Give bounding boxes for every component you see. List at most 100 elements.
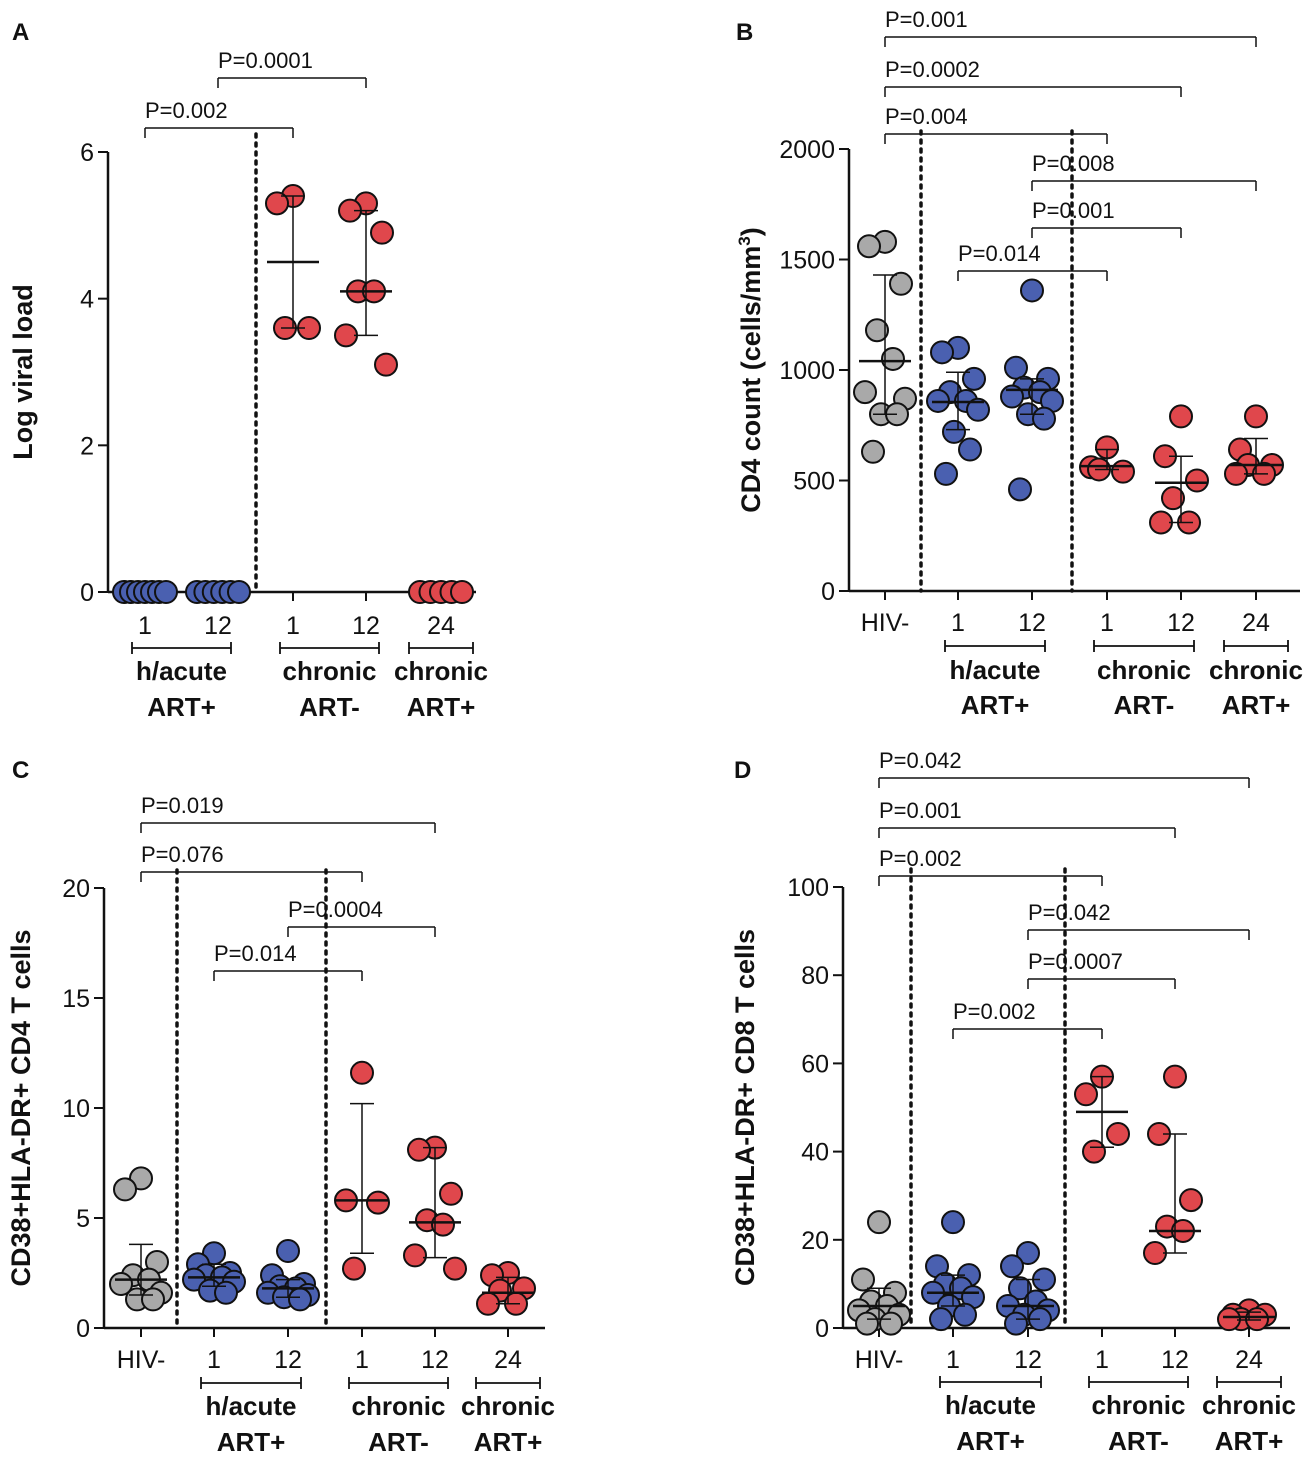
panel-b: B CD4 count (cells/mm3) 0 500 1000 1500 2000 HI… — [735, 7, 1303, 720]
data-point — [966, 397, 990, 422]
data-point — [855, 1311, 879, 1336]
x-tick-label: 12 — [1161, 1346, 1189, 1374]
x-tick-label: 24 — [1235, 1346, 1263, 1374]
x-tick-label: 1 — [286, 612, 300, 640]
data-point — [350, 1060, 374, 1085]
y-tick-label: 20 — [801, 1227, 829, 1255]
pvalue-label: P=0.0002 — [885, 57, 980, 82]
data-point — [929, 1307, 953, 1332]
group-label-line2: ART+ — [407, 692, 476, 722]
x-tick-label: 24 — [427, 612, 455, 640]
group-label-line1: chronic — [1092, 1390, 1186, 1420]
x-tick-label: 1 — [946, 1346, 960, 1374]
data-point — [334, 323, 358, 348]
y-axis-label: CD38+HLA-DR+ CD8 T cells — [730, 929, 760, 1286]
data-point — [1004, 355, 1028, 380]
data-point — [942, 419, 966, 444]
x-tick-label: 12 — [204, 612, 232, 640]
y-tick-label: 60 — [801, 1050, 829, 1078]
data-point — [962, 366, 986, 391]
data-point — [342, 1256, 366, 1281]
data-point — [154, 580, 178, 604]
group-label-line1: h/acute — [205, 1391, 296, 1421]
group-label-line2: ART- — [1114, 690, 1175, 720]
data-point — [113, 1177, 137, 1202]
x-tick-label: 12 — [1014, 1346, 1042, 1374]
y-tick-label: 0 — [821, 578, 835, 606]
pvalue-label: P=0.001 — [879, 798, 962, 823]
data-point — [934, 461, 958, 486]
group-label-line1: h/acute — [949, 655, 1040, 685]
y-tick-label: 2 — [80, 432, 94, 460]
y-tick-label: 80 — [801, 962, 829, 990]
x-tick-label: 12 — [1167, 609, 1195, 637]
panel-d: D CD38+HLA-DR+ CD8 T cells 0 20 40 60 80 100 HIV… — [730, 748, 1296, 1456]
panel-letter: D — [734, 757, 751, 784]
y-tick-label: 5 — [76, 1205, 90, 1233]
data-point — [1149, 510, 1173, 535]
group-label-line2: ART+ — [147, 692, 216, 722]
group-label-line2: ART+ — [217, 1427, 286, 1457]
data-point — [889, 271, 913, 296]
y-axis-label-text: CD38+HLA-DR+ CD4 T cells — [6, 929, 36, 1286]
y-axis-label: CD38+HLA-DR+ CD4 T cells — [6, 929, 36, 1286]
pvalue-label: P=0.001 — [1032, 198, 1115, 223]
y-tick-label: 1500 — [779, 247, 835, 275]
data-point — [1004, 1311, 1028, 1336]
data-point — [1185, 468, 1209, 493]
data-point — [865, 318, 889, 343]
data-point — [1082, 1139, 1106, 1164]
pvalue-label: P=0.002 — [953, 999, 1036, 1024]
data-point — [439, 1181, 463, 1206]
y-tick-label: 20 — [62, 875, 90, 903]
panel-letter: B — [736, 19, 753, 46]
y-tick-label: 10 — [62, 1095, 90, 1123]
x-tick-label: 12 — [352, 612, 380, 640]
y-axis-label-superscript: 3 — [735, 236, 754, 245]
group-label-line1: chronic — [1097, 655, 1191, 685]
y-tick-label: 1000 — [779, 357, 835, 385]
y-tick-label: 40 — [801, 1139, 829, 1167]
y-tick-label: 6 — [80, 139, 94, 167]
y-tick-label: 100 — [787, 874, 829, 902]
data-point — [1074, 1082, 1098, 1107]
x-tick-label: 12 — [421, 1346, 449, 1374]
group-label-line2: ART+ — [1222, 690, 1291, 720]
data-point — [450, 580, 474, 604]
group-label-line1: chronic — [352, 1391, 446, 1421]
data-point — [1111, 459, 1135, 484]
data-point — [879, 1311, 903, 1336]
data-point — [1016, 1241, 1040, 1266]
pvalue-label: P=0.002 — [879, 846, 962, 871]
group-label-line1: h/acute — [945, 1390, 1036, 1420]
data-point — [1161, 486, 1185, 511]
data-point — [227, 580, 251, 604]
data-point — [1032, 406, 1056, 431]
group-label-line1: chronic — [283, 656, 377, 686]
pvalue-label: P=0.004 — [885, 104, 968, 129]
pvalue-label: P=0.042 — [1028, 900, 1111, 925]
group-label-line2: ART+ — [474, 1427, 543, 1457]
data-point — [857, 234, 881, 259]
group-label-line2: ART+ — [961, 690, 1030, 720]
data-point — [1217, 1307, 1241, 1332]
data-point — [1179, 1188, 1203, 1213]
y-axis-label-end: ) — [736, 227, 766, 236]
group-label-line1: chronic — [461, 1391, 555, 1421]
y-axis-label: Log viral load — [8, 284, 38, 460]
data-point — [407, 1137, 431, 1162]
data-point — [1000, 1254, 1024, 1279]
data-point — [853, 380, 877, 405]
panel-letter: A — [12, 19, 29, 46]
group-label-line2: ART- — [299, 692, 360, 722]
data-point — [1008, 1276, 1032, 1301]
x-tick-label: 1 — [1095, 1346, 1109, 1374]
data-point — [1169, 404, 1193, 429]
data-point — [881, 346, 905, 371]
group-label-line1: chronic — [1202, 1390, 1296, 1420]
data-point — [265, 191, 289, 216]
group-label-line1: chronic — [394, 656, 488, 686]
group-label-line2: ART- — [368, 1427, 429, 1457]
